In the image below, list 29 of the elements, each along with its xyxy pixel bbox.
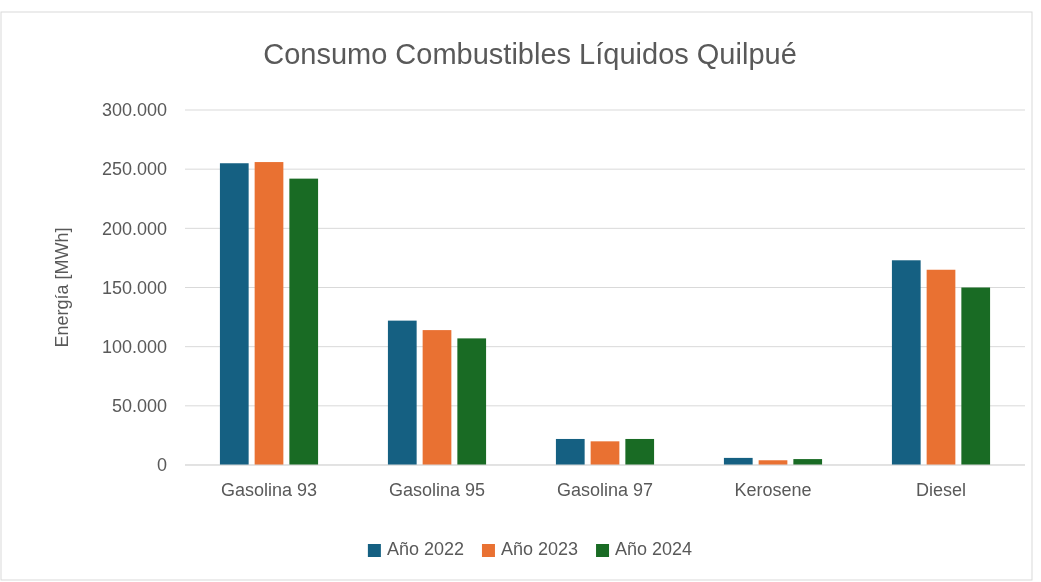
bar <box>961 287 991 465</box>
y-tick-label: 0 <box>156 455 167 476</box>
bar <box>289 178 319 465</box>
x-tick-label: Gasolina 93 <box>220 479 318 500</box>
legend-label: Año 2023 <box>500 539 579 559</box>
legend-label: Año 2022 <box>386 539 464 559</box>
y-tick-label: 250.000 <box>101 159 167 180</box>
y-tick-label: 50.000 <box>111 396 167 417</box>
bar <box>422 330 452 465</box>
y-tick-label: 200.000 <box>101 218 167 239</box>
chart-title: Consumo Combustibles Líquidos Quilpué <box>263 38 797 70</box>
x-tick-label: Gasolina 95 <box>388 479 486 500</box>
x-tick-label: Gasolina 97 <box>556 479 654 500</box>
bar <box>457 338 487 465</box>
legend-label: Año 2024 <box>615 539 693 559</box>
x-tick-label: Kerosene <box>734 479 812 500</box>
bar <box>926 269 956 465</box>
bar <box>590 441 620 465</box>
bar <box>219 163 249 465</box>
x-tick-label: Diesel <box>915 479 967 500</box>
bar <box>555 438 585 465</box>
y-tick-label: 150.000 <box>101 277 167 298</box>
bar <box>387 320 417 465</box>
bar <box>625 438 655 465</box>
y-tick-label: 100.000 <box>101 336 167 357</box>
bar <box>254 162 284 465</box>
y-axis-title: Energía [MWh] <box>52 227 72 348</box>
bar <box>891 260 921 465</box>
y-tick-label: 300.000 <box>101 100 167 121</box>
